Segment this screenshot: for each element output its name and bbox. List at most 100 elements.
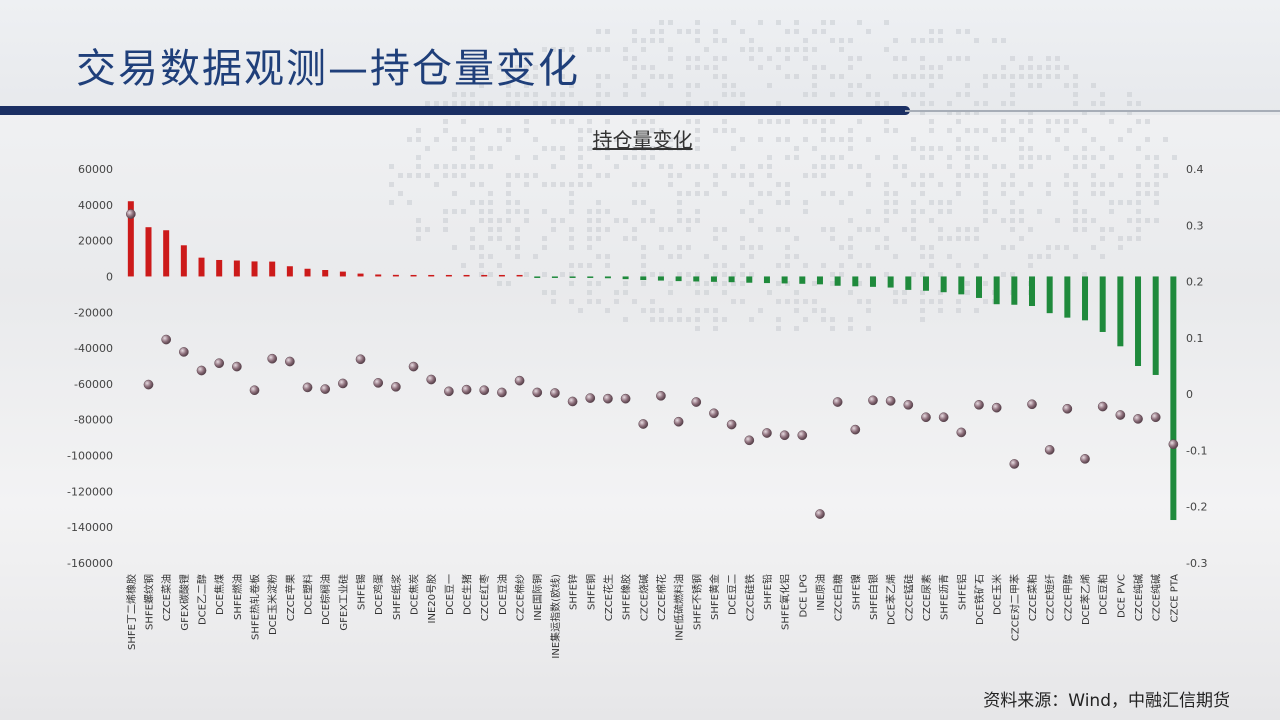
decor-dot [1064,146,1069,151]
decor-dot [506,209,511,214]
decor-dot [848,245,853,250]
decor-dot [965,155,970,160]
y-tick-label: -160000 [67,557,113,570]
decor-dot [650,272,655,277]
decor-dot [461,92,466,97]
bar [940,276,947,293]
decor-dot [965,92,970,97]
decor-dot [794,20,799,25]
decor-dot [731,299,736,304]
decor-dot [623,92,628,97]
data-point [850,424,861,435]
y-tick-label: -20000 [74,306,113,319]
decor-dot [479,263,484,268]
decor-dot [515,236,520,241]
decor-dot [461,119,466,124]
decor-dot [1145,182,1150,187]
x-category-label: SHFE热轧卷板 [249,574,262,640]
decor-dot [929,83,934,88]
data-point [479,385,490,396]
decor-dot [830,137,835,142]
data-point [249,385,260,396]
data-point [726,419,737,430]
decor-dot [713,308,718,313]
decor-dot [452,146,457,151]
decor-dot [893,74,898,79]
decor-dot [893,191,898,196]
x-category-label: INE低硫燃料油 [673,574,686,641]
data-point [673,416,684,427]
x-category-label: SHFE沥青 [938,574,951,620]
decor-dot [407,200,412,205]
decor-dot [461,101,466,106]
decor-dot [920,155,925,160]
decor-dot [560,65,565,70]
decor-dot [686,29,691,34]
decor-dot [569,236,574,241]
decor-dot [722,263,727,268]
decor-dot [839,272,844,277]
decor-dot [740,281,745,286]
decor-dot [758,227,763,232]
decor-dot [911,227,916,232]
decor-dot [929,263,934,268]
decor-dot [704,65,709,70]
data-point [1009,459,1020,469]
decor-dot [767,173,772,178]
decor-dot [497,263,502,268]
decor-dot [884,191,889,196]
decor-dot [695,281,700,286]
decor-dot [524,56,529,61]
decor-dot [947,200,952,205]
decor-dot [605,146,610,151]
decor-dot [470,182,475,187]
decor-dot [776,299,781,304]
decor-dot [479,245,484,250]
decor-dot [551,101,556,106]
decor-dot [1163,173,1168,178]
decor-dot [1001,74,1006,79]
decor-dot [839,137,844,142]
decor-dot [533,173,538,178]
decor-dot [605,155,610,160]
x-category-label: SHFE氧化铝 [779,574,792,630]
decor-dot [587,146,592,151]
bar [887,276,894,288]
decor-dot [821,191,826,196]
x-category-label: INE集运指数(欧线) [549,574,562,659]
data-point [797,430,808,441]
decor-dot [1019,191,1024,196]
decor-dot [677,209,682,214]
decor-dot [605,209,610,214]
decor-dot [551,290,556,295]
decor-dot [794,47,799,52]
decor-dot [668,290,673,295]
decor-dot [767,290,772,295]
bar [869,276,876,287]
decor-dot [1064,83,1069,88]
data-point [991,402,1002,413]
decor-dot [731,173,736,178]
decor-dot [830,74,835,79]
decor-dot [866,173,871,178]
decor-dot [983,254,988,259]
decor-dot [515,254,520,259]
decor-dot [461,209,466,214]
decor-dot [668,173,673,178]
decor-dot [578,263,583,268]
decor-dot [695,119,700,124]
decor-dot [758,245,763,250]
decor-dot [686,227,691,232]
title-underline-bar [0,106,910,115]
decor-dot [479,83,484,88]
decor-dot [911,38,916,43]
decor-dot [839,47,844,52]
decor-dot [938,74,943,79]
decor-dot [1019,74,1024,79]
decor-dot [596,74,601,79]
decor-dot [929,254,934,259]
decor-dot [749,38,754,43]
decor-dot [425,227,430,232]
decor-dot [551,227,556,232]
decor-dot [929,29,934,34]
